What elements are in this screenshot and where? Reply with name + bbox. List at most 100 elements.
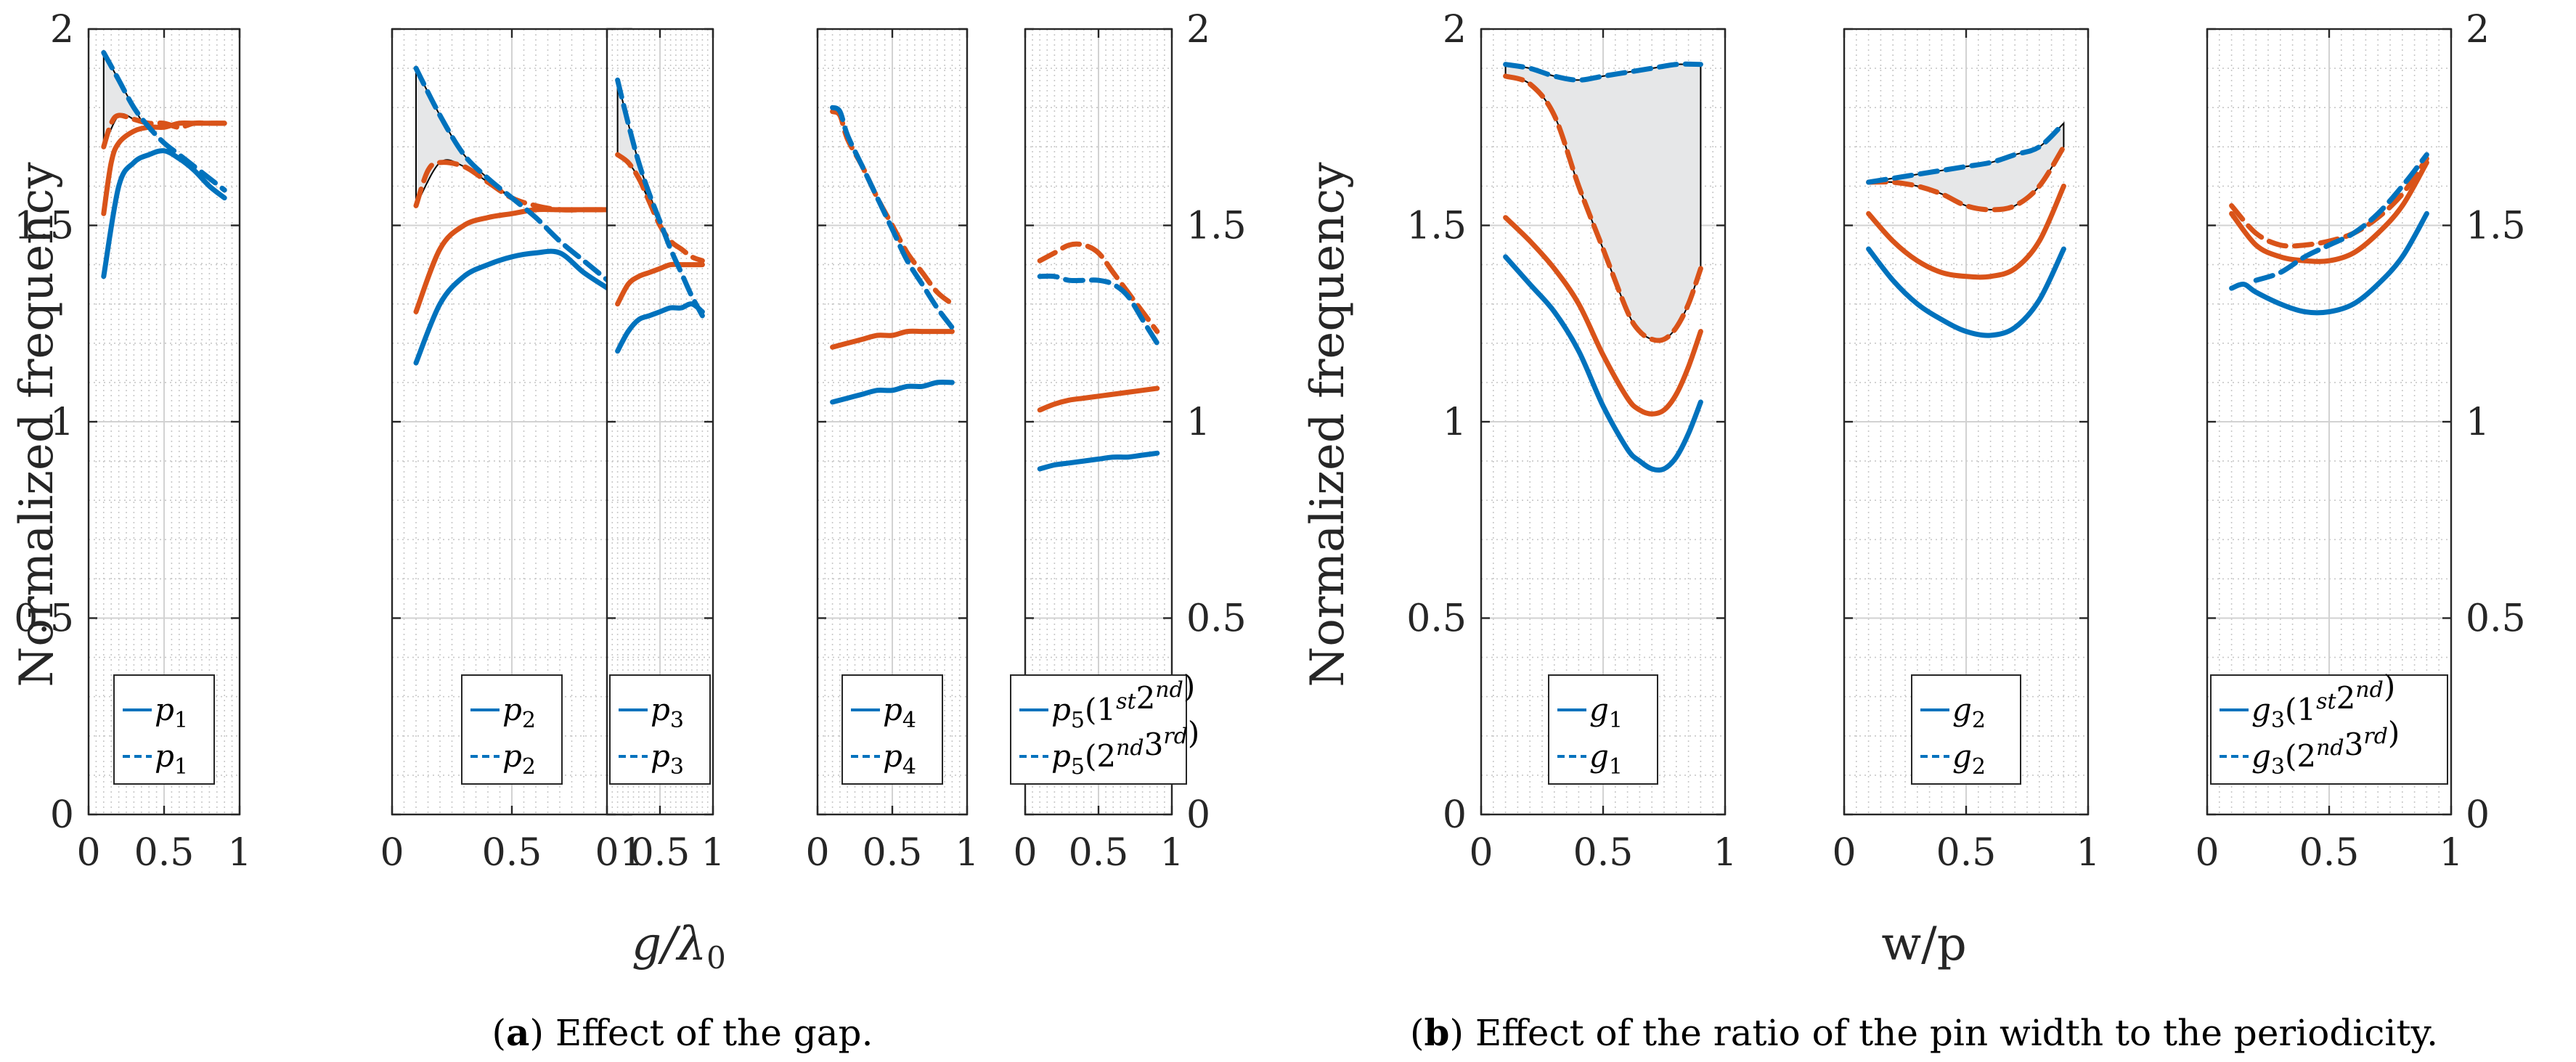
legend-box xyxy=(461,674,563,785)
legend-label: p5(1st2nd) xyxy=(1051,669,1195,733)
tick-marks xyxy=(606,28,714,816)
legend-label: p1 xyxy=(155,692,188,733)
xtick-label: 0 xyxy=(1469,831,1493,875)
labels: Normalized frequency Normalized frequenc… xyxy=(10,162,2438,1054)
ytick-label-right: 0.5 xyxy=(2466,597,2526,641)
xtick-label: 0.5 xyxy=(863,831,923,875)
ytick-label: 2 xyxy=(50,8,74,52)
xtick-label: 1 xyxy=(1159,831,1183,875)
xtick-label: 0.5 xyxy=(630,831,690,875)
series-blue-dashed xyxy=(615,77,705,319)
ylabel-a: Normalized frequency xyxy=(10,162,64,687)
xtick-label: 0 xyxy=(76,831,100,875)
ylabel-b: Normalized frequency xyxy=(1301,162,1355,687)
xtick-label: 0 xyxy=(805,831,829,875)
ytick-label: 1 xyxy=(50,401,74,444)
series-orange-solid xyxy=(1866,183,2066,280)
legend-label: p5(2nd3rd) xyxy=(1051,715,1199,780)
legend-label: g2 xyxy=(1952,692,1986,733)
xtick-label: 1 xyxy=(619,831,643,875)
legend-label: p2 xyxy=(502,738,536,780)
xtick-label: 1 xyxy=(2439,831,2463,875)
ytick-label: 0.5 xyxy=(14,597,74,641)
series-blue-solid xyxy=(830,380,955,405)
legend-label: g3(2nd3rd) xyxy=(2251,715,2400,780)
series-orange-solid xyxy=(830,328,955,350)
legend-label: p3 xyxy=(651,738,684,780)
xlabel-b: w/p xyxy=(1881,918,1966,971)
series-blue-dashed xyxy=(1037,273,1160,346)
ytick-label-right: 0 xyxy=(2466,793,2490,837)
ytick-label: 1.5 xyxy=(14,205,74,248)
ytick-label-right: 2 xyxy=(2466,8,2490,52)
legend-label: g2 xyxy=(1952,738,1986,780)
ytick-label-right: 1 xyxy=(2466,401,2490,444)
legend-label: p2 xyxy=(502,692,536,733)
legend-box xyxy=(113,674,215,785)
ytick-label-right: 0 xyxy=(1186,793,1210,837)
legend-label: p3 xyxy=(651,692,684,733)
legend-box xyxy=(2210,674,2448,785)
tick-marks xyxy=(1843,28,2090,816)
xtick-label: 1 xyxy=(1713,831,1737,875)
ytick-label-right: 1 xyxy=(1186,401,1210,444)
series-blue-dashed xyxy=(413,65,611,283)
tick-marks xyxy=(1480,28,1727,816)
ytick-label: 1.5 xyxy=(1406,205,1467,248)
series-orange-solid xyxy=(1037,385,1160,413)
legend: p5(1st2nd)p5(2nd3rd) xyxy=(1010,669,1199,785)
ytick-label: 1 xyxy=(1443,401,1467,444)
xtick-label: 1 xyxy=(955,831,979,875)
tick-marks xyxy=(1024,28,1173,816)
series-blue-solid xyxy=(615,301,705,354)
legend-label: p4 xyxy=(883,692,916,733)
series-blue-solid xyxy=(1037,450,1160,472)
series-orange-solid xyxy=(1503,215,1703,417)
ytick-label: 2 xyxy=(1443,8,1467,52)
legend-box xyxy=(1010,674,1187,785)
ytick-label-right: 1.5 xyxy=(2466,205,2526,248)
xtick-label: 0.5 xyxy=(1069,831,1129,875)
xtick-label: 0.5 xyxy=(2299,831,2360,875)
series-blue-dashed xyxy=(2253,152,2429,283)
xlabel-a: g/λ0 xyxy=(632,918,726,976)
tick-marks xyxy=(87,28,241,816)
xtick-label: 0.5 xyxy=(1936,831,1997,875)
legend-label: p4 xyxy=(883,738,916,780)
xtick-label: 0 xyxy=(1013,831,1037,875)
legend-label: g1 xyxy=(1589,692,1623,733)
series-blue-solid xyxy=(2229,211,2429,316)
xtick-label: 0.5 xyxy=(482,831,542,875)
series-blue-solid xyxy=(1503,254,1703,473)
xtick-label: 0 xyxy=(380,831,404,875)
series-blue-dashed xyxy=(1503,61,1703,83)
legend-box xyxy=(609,674,711,785)
xtick-label: 0 xyxy=(595,831,619,875)
series-blue-solid xyxy=(101,148,227,279)
series-blue-dashed xyxy=(1866,121,2066,185)
legend-label: g3(1st2nd) xyxy=(2251,669,2395,733)
series-orange-dashed xyxy=(615,152,705,264)
legend-box xyxy=(1911,674,2021,785)
caption-a: (a) Effect of the gap. xyxy=(492,1011,873,1054)
legend-box xyxy=(1548,674,1658,785)
series-orange-solid xyxy=(2229,160,2429,264)
xtick-label: 1 xyxy=(701,831,725,875)
xtick-label: 1 xyxy=(227,831,251,875)
series-orange-dashed xyxy=(1866,144,2066,213)
series-orange-dashed xyxy=(2229,156,2429,249)
legend-box xyxy=(841,674,943,785)
xtick-label: 0.5 xyxy=(134,831,195,875)
ytick-label-right: 2 xyxy=(1186,8,1210,52)
series-orange-dashed xyxy=(101,113,227,150)
